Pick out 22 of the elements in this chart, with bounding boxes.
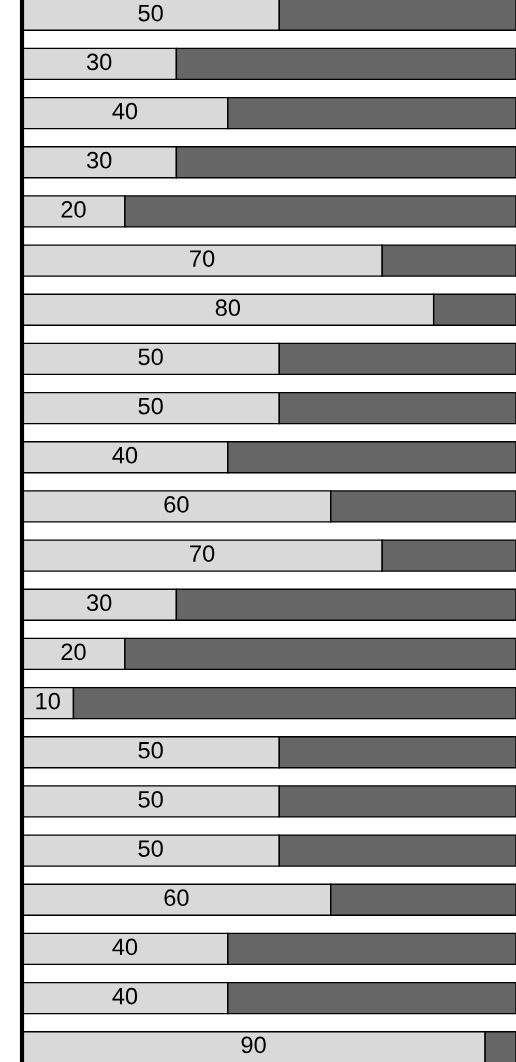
data-label: 50 [138,4,163,22]
data-label: 70 [190,545,215,562]
data-label: 30 [86,151,112,169]
data-label: 50 [138,840,163,857]
data-label: 10 [36,692,60,710]
data-label: 70 [190,250,215,267]
data-label: 40 [112,987,138,1005]
data-label: 60 [164,889,189,907]
data-label: 60 [164,496,189,513]
data-label: 30 [86,53,112,71]
data-label: 80 [215,299,241,317]
data-label: 50 [138,348,163,366]
data-label: 40 [112,938,138,956]
data-label: 20 [61,643,86,661]
data-label: 40 [112,446,138,464]
data-label: 40 [112,102,138,120]
data-label: 50 [138,791,163,808]
data-label: 50 [138,397,163,415]
data-label: 50 [138,741,163,759]
data-label: 20 [61,201,86,218]
data-label: 30 [86,594,112,612]
data-label: 90 [241,1036,266,1054]
